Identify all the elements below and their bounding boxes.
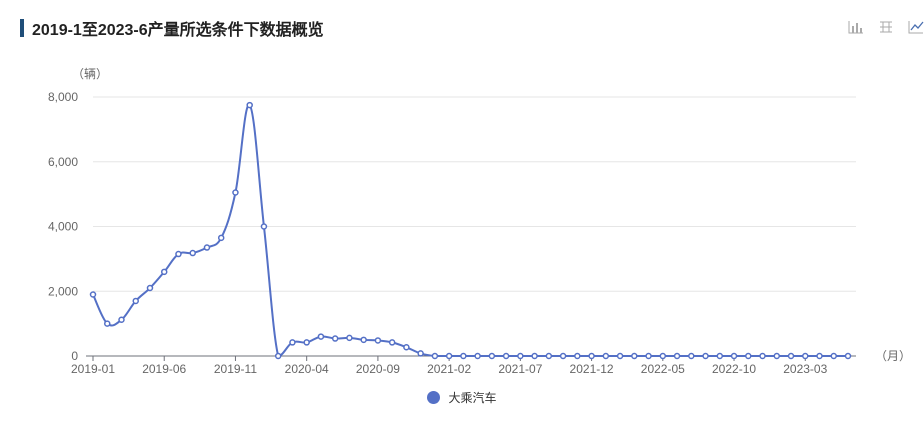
data-point[interactable] bbox=[274, 352, 282, 360]
data-point[interactable] bbox=[445, 352, 453, 360]
data-point[interactable] bbox=[574, 352, 581, 360]
x-tick-label: 2020-04 bbox=[285, 362, 329, 376]
data-point[interactable] bbox=[745, 352, 752, 360]
data-point[interactable] bbox=[759, 352, 766, 360]
data-point[interactable] bbox=[645, 352, 652, 360]
data-point[interactable] bbox=[673, 352, 681, 360]
x-tick-label: 2019-11 bbox=[214, 362, 257, 376]
y-tick-label: 8,000 bbox=[48, 90, 78, 104]
x-axis-label: （月） bbox=[875, 349, 911, 363]
data-point[interactable] bbox=[246, 101, 253, 109]
line-chart-icon[interactable] bbox=[908, 20, 924, 34]
legend-label: 大乘汽车 bbox=[448, 391, 497, 405]
y-tick-label: 6,000 bbox=[48, 155, 78, 169]
data-point[interactable] bbox=[260, 223, 268, 230]
data-point[interactable] bbox=[146, 284, 154, 292]
y-tick-label: 0 bbox=[71, 349, 78, 363]
data-point[interactable] bbox=[474, 352, 481, 360]
title-accent-bar bbox=[20, 19, 24, 37]
x-tick-label: 2021-02 bbox=[427, 362, 471, 376]
data-point[interactable] bbox=[388, 339, 396, 346]
data-point[interactable] bbox=[588, 352, 595, 360]
x-tick-label: 2019-01 bbox=[71, 362, 115, 376]
data-point[interactable] bbox=[217, 234, 225, 242]
data-point[interactable] bbox=[175, 250, 182, 258]
y-tick-label: 2,000 bbox=[48, 284, 78, 298]
data-point[interactable] bbox=[317, 333, 325, 340]
y-tick-label: 4,000 bbox=[48, 220, 78, 234]
data-point[interactable] bbox=[688, 352, 695, 360]
data-point[interactable] bbox=[203, 244, 211, 251]
data-point[interactable] bbox=[346, 334, 353, 342]
data-point[interactable] bbox=[659, 352, 667, 360]
data-point[interactable] bbox=[702, 352, 709, 360]
x-tick-label: 2020-09 bbox=[356, 362, 400, 376]
data-point[interactable] bbox=[303, 339, 310, 346]
data-point[interactable] bbox=[431, 352, 439, 360]
grid-lines bbox=[93, 96, 856, 292]
data-point[interactable] bbox=[545, 352, 553, 360]
data-point[interactable] bbox=[716, 352, 724, 360]
data-point[interactable] bbox=[844, 352, 852, 360]
data-point[interactable] bbox=[616, 352, 624, 360]
legend[interactable]: 大乘汽车 bbox=[0, 389, 924, 406]
data-point[interactable] bbox=[189, 249, 196, 257]
series-points bbox=[89, 101, 852, 360]
series-line bbox=[92, 104, 848, 358]
axes: 0 2,000 4,000 6,000 8,000 2019-01 2019-06 2019-… bbox=[48, 90, 856, 376]
data-view-icon[interactable] bbox=[878, 20, 894, 34]
data-point[interactable] bbox=[132, 297, 139, 305]
data-point[interactable] bbox=[360, 336, 367, 344]
x-tick-label: 2022-10 bbox=[712, 362, 756, 376]
chart-header: 2019-1至2023-6产量所选条件下数据概览 bbox=[20, 16, 324, 40]
y-axis-label: （辆） bbox=[72, 67, 108, 81]
data-point[interactable] bbox=[374, 337, 382, 344]
chart-toolbar bbox=[848, 20, 924, 34]
data-point[interactable] bbox=[103, 320, 111, 327]
data-point[interactable] bbox=[787, 352, 795, 360]
data-point[interactable] bbox=[531, 352, 538, 360]
page-title: 2019-1至2023-6产量所选条件下数据概览 bbox=[32, 22, 324, 39]
data-point[interactable] bbox=[417, 350, 424, 357]
x-tick-label: 2021-12 bbox=[570, 362, 614, 376]
data-point[interactable] bbox=[460, 352, 467, 360]
x-tick-label: 2019-06 bbox=[142, 362, 186, 376]
data-point[interactable] bbox=[118, 316, 125, 323]
data-point[interactable] bbox=[517, 352, 524, 360]
data-point[interactable] bbox=[816, 352, 823, 360]
data-point[interactable] bbox=[89, 291, 97, 298]
data-point[interactable] bbox=[488, 352, 496, 360]
data-point[interactable] bbox=[559, 352, 567, 360]
data-point[interactable] bbox=[502, 352, 510, 360]
data-point[interactable] bbox=[289, 339, 296, 346]
x-tick-label: 2022-05 bbox=[641, 362, 685, 376]
data-point[interactable] bbox=[802, 352, 809, 360]
legend-marker bbox=[427, 391, 441, 404]
data-point[interactable] bbox=[331, 335, 339, 342]
data-point[interactable] bbox=[631, 352, 638, 360]
x-tick-label: 2023-03 bbox=[783, 362, 827, 376]
data-point[interactable] bbox=[830, 352, 838, 360]
bar-chart-icon[interactable] bbox=[848, 20, 864, 34]
data-point[interactable] bbox=[730, 352, 738, 360]
data-point[interactable] bbox=[232, 189, 239, 196]
data-point[interactable] bbox=[602, 352, 610, 360]
data-point[interactable] bbox=[403, 344, 410, 351]
data-point[interactable] bbox=[773, 352, 781, 360]
x-tick-label: 2021-07 bbox=[498, 362, 542, 376]
data-point[interactable] bbox=[160, 268, 168, 276]
